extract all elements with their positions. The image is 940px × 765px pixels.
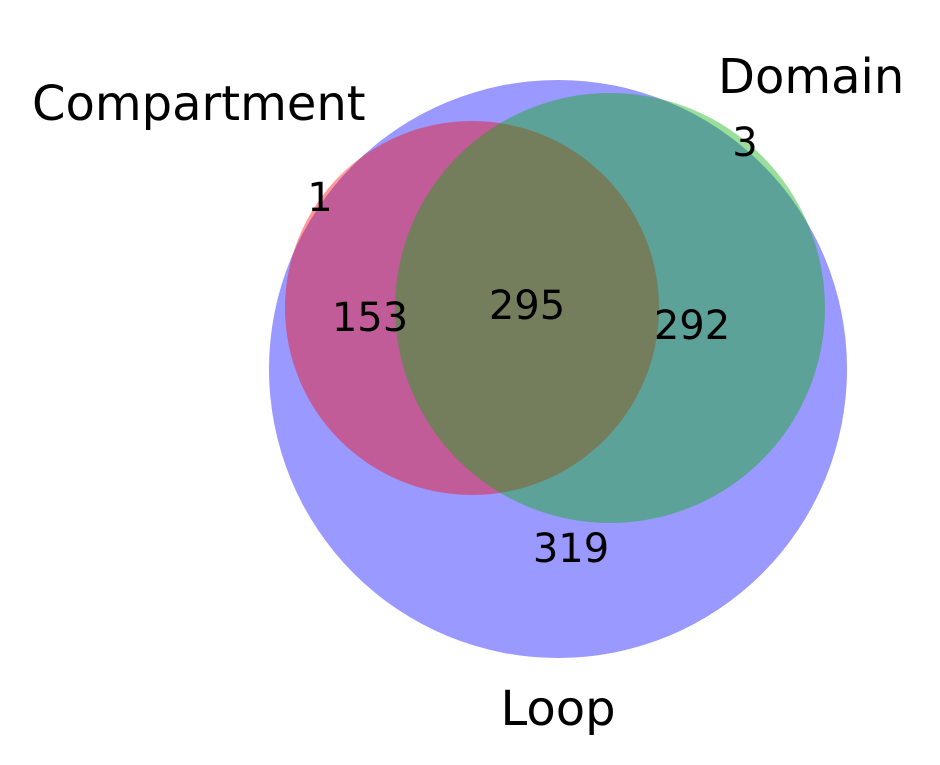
region-label-all-three: 295	[489, 283, 565, 329]
region-label-domain-loop: 292	[654, 303, 730, 349]
set-label-domain: Domain	[718, 49, 904, 105]
region-label-domain-only: 3	[732, 120, 757, 166]
region-label-loop-only: 319	[533, 526, 609, 572]
circle-domain	[395, 93, 825, 523]
region-label-compartment-loop: 153	[332, 295, 408, 341]
circle-loop	[269, 80, 847, 658]
region-label-compartment-only: 1	[307, 175, 332, 221]
circle-compartment	[285, 121, 659, 495]
venn-labels: Compartment Domain Loop 1 3 153 295 292 …	[32, 49, 904, 737]
set-label-loop: Loop	[500, 681, 615, 737]
set-label-compartment: Compartment	[32, 76, 366, 132]
venn-circles	[269, 80, 847, 658]
